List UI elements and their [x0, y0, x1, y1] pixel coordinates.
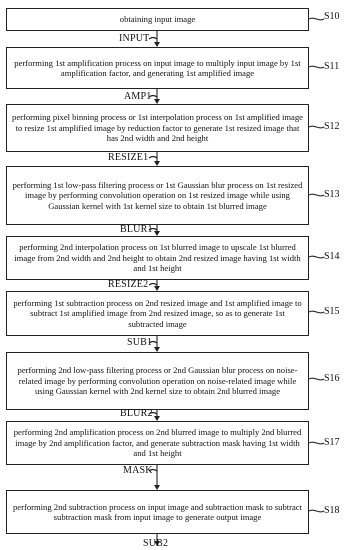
arrow-head [154, 286, 160, 291]
step-id-leader [308, 310, 325, 314]
signal-leader [148, 36, 158, 40]
signal-leader [148, 155, 158, 159]
signal-leader [148, 94, 158, 98]
step-id-s10: S10 [324, 11, 340, 22]
step-box-s15: performing 1st subtraction process on 2n… [6, 291, 309, 336]
step-box-s11: performing 1st amplification process on … [6, 47, 309, 89]
step-id-leader [308, 125, 325, 129]
arrow-head [154, 541, 160, 546]
signal-label-sub2: SUB2 [143, 538, 169, 549]
signal-leader [148, 340, 158, 344]
step-id-leader [308, 65, 325, 69]
step-id-s12: S12 [324, 121, 340, 132]
signal-label-blur1: BLUR1 [120, 224, 153, 235]
arrow-head [154, 161, 160, 166]
arrow-head [154, 42, 160, 47]
step-id-leader [308, 255, 325, 259]
signal-leader [148, 227, 158, 231]
step-box-s10: obtaining input image [6, 8, 309, 31]
signal-label-resize2: RESIZE2 [108, 279, 149, 290]
signal-label-input: INPUT [119, 33, 150, 44]
step-id-s11: S11 [324, 61, 340, 72]
step-id-leader [308, 377, 325, 381]
signal-label-mask: MASK [123, 465, 153, 476]
signal-label-blur2: BLUR2 [120, 408, 153, 419]
step-box-s16: performing 2nd low-pass filtering proces… [6, 352, 309, 410]
signal-leader [148, 282, 158, 286]
arrow-head [154, 231, 160, 236]
signal-label-resize1: RESIZE1 [108, 152, 149, 163]
step-box-s13: performing 1st low-pass filtering proces… [6, 166, 309, 225]
arrow-head [154, 416, 160, 421]
step-id-s13: S13 [324, 189, 340, 200]
step-box-s18: performing 2nd subtraction process on in… [6, 490, 309, 534]
signal-leader [148, 468, 158, 472]
step-box-s17: performing 2nd amplification process on … [6, 421, 309, 465]
step-box-s14: performing 2nd interpolation process on … [6, 236, 309, 280]
step-id-s14: S14 [324, 251, 340, 262]
step-id-s16: S16 [324, 373, 340, 384]
step-box-s12: performing pixel binning process or 1st … [6, 104, 309, 152]
step-id-s18: S18 [324, 505, 340, 516]
step-id-leader [308, 441, 325, 445]
signal-leader [148, 411, 158, 415]
step-id-leader [308, 509, 325, 513]
step-id-s15: S15 [324, 306, 340, 317]
arrow-head [154, 347, 160, 352]
arrow-head [154, 99, 160, 104]
step-id-leader [308, 17, 325, 21]
arrow-head [154, 485, 160, 490]
signal-label-sub1: SUB1 [127, 337, 153, 348]
step-id-leader [308, 193, 325, 197]
signal-label-amp1: AMP1 [124, 91, 152, 102]
step-id-s17: S17 [324, 437, 340, 448]
